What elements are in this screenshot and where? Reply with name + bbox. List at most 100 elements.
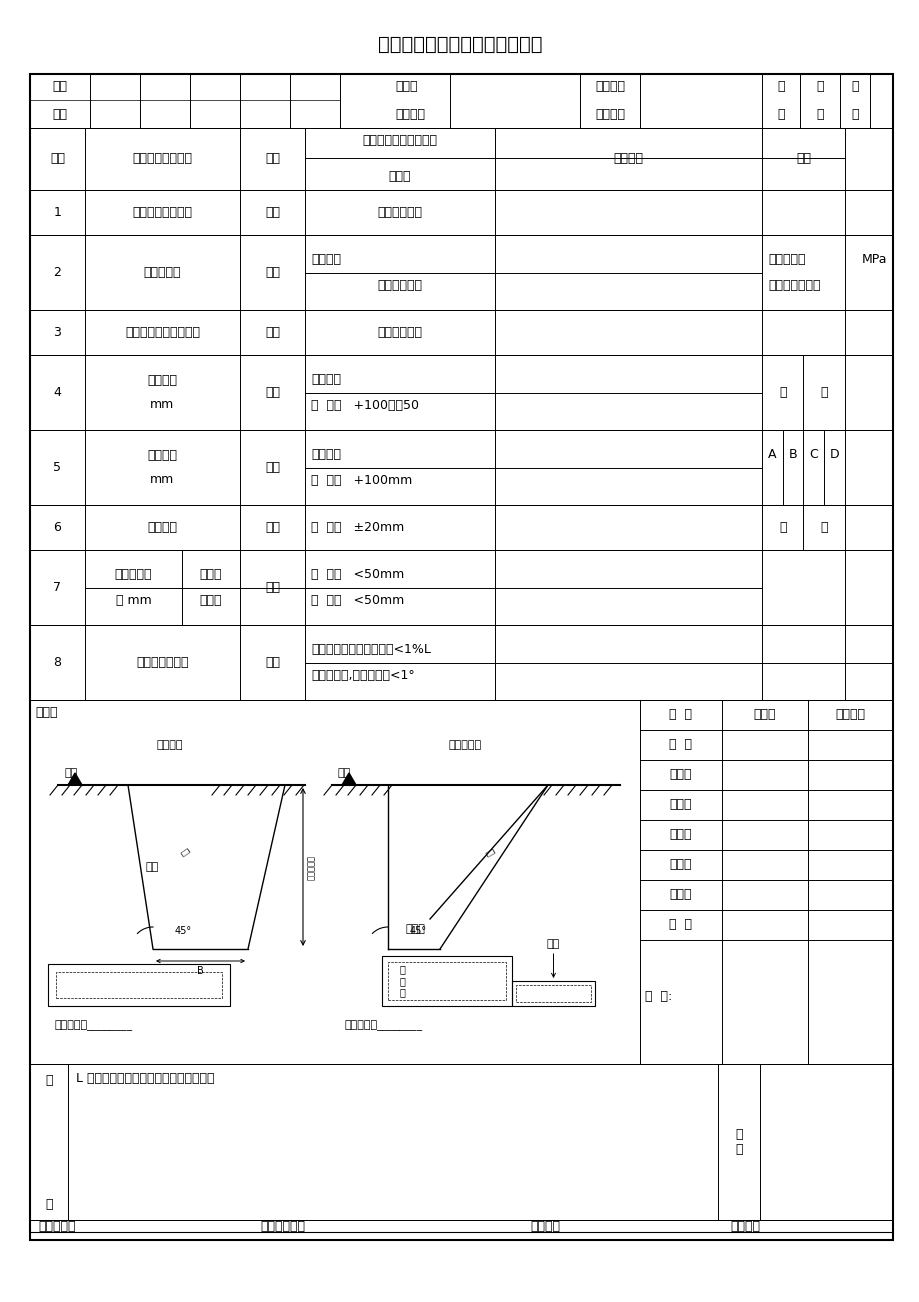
Text: 序号: 序号 bbox=[50, 152, 65, 165]
Text: 1: 1 bbox=[53, 206, 62, 219]
Text: 符合设计要求: 符合设计要求 bbox=[377, 326, 422, 339]
Text: 质检员：: 质检员： bbox=[529, 1220, 560, 1233]
Text: 4: 4 bbox=[53, 385, 62, 398]
Bar bbox=[30, 1064, 892, 1220]
Text: 施工日期: 施工日期 bbox=[595, 81, 624, 94]
Bar bbox=[381, 956, 512, 1006]
Text: 月: 月 bbox=[815, 108, 823, 121]
Text: 地面: 地面 bbox=[337, 768, 351, 779]
Text: 5: 5 bbox=[53, 461, 62, 474]
Text: 2: 2 bbox=[53, 266, 62, 279]
Text: 坚硬石: 坚硬石 bbox=[669, 888, 691, 901]
Text: 普  土: 普 土 bbox=[669, 738, 692, 751]
Text: 左: 左 bbox=[778, 521, 786, 534]
Polygon shape bbox=[342, 773, 356, 785]
Text: 杆坑壁斜率: 杆坑壁斜率 bbox=[307, 854, 315, 879]
Text: 简图：: 简图： bbox=[35, 706, 57, 719]
Bar bbox=[512, 980, 595, 1006]
Bar bbox=[30, 190, 892, 234]
Text: 质量标准（允许偏差）: 质量标准（允许偏差） bbox=[362, 134, 437, 147]
Text: 杆塔型: 杆塔型 bbox=[394, 81, 417, 94]
Text: mm: mm bbox=[150, 398, 175, 411]
Text: 误  差：   +100，－50: 误 差： +100，－50 bbox=[311, 398, 418, 411]
Text: 误  差：   <50mm: 误 差： <50mm bbox=[311, 594, 403, 607]
Text: L 为拉线盘中心至拉线挂点的水平距离。: L 为拉线盘中心至拉线挂点的水平距离。 bbox=[76, 1072, 214, 1085]
Text: 一般: 一般 bbox=[265, 656, 279, 669]
Bar bbox=[30, 505, 892, 549]
Bar bbox=[30, 430, 892, 505]
Text: 年: 年 bbox=[777, 81, 784, 94]
Text: D: D bbox=[829, 448, 838, 461]
Text: 日: 日 bbox=[850, 108, 857, 121]
Text: 日: 日 bbox=[850, 81, 857, 94]
Text: 杆坑数: 杆坑数 bbox=[753, 708, 776, 721]
Bar bbox=[30, 700, 892, 1064]
Text: 基础型式: 基础型式 bbox=[394, 108, 425, 121]
Text: C: C bbox=[809, 448, 817, 461]
Text: 拉线坑数: 拉线坑数 bbox=[834, 708, 865, 721]
Text: 横线路: 横线路 bbox=[199, 594, 222, 607]
Text: 关键: 关键 bbox=[265, 266, 279, 279]
Text: 卡盘高差: 卡盘高差 bbox=[147, 521, 177, 534]
Text: 混凝土电杆基坑检查及评级记录: 混凝土电杆基坑检查及评级记录 bbox=[378, 34, 541, 53]
Bar bbox=[30, 310, 892, 355]
Text: 拉
线
坑: 拉 线 坑 bbox=[399, 965, 404, 997]
Text: 设计值：: 设计值： bbox=[311, 372, 341, 385]
Text: 现场监理：: 现场监理： bbox=[38, 1220, 75, 1233]
Text: 性质: 性质 bbox=[265, 152, 279, 165]
Text: 地面: 地面 bbox=[65, 768, 78, 779]
Text: 评定: 评定 bbox=[795, 152, 811, 165]
Text: 拉线坑示意: 拉线坑示意 bbox=[448, 740, 481, 750]
Text: MPa: MPa bbox=[861, 253, 887, 266]
Text: 底盘埋深: 底盘埋深 bbox=[147, 374, 177, 387]
Text: 合  计: 合 计 bbox=[669, 918, 692, 931]
Text: 右: 右 bbox=[820, 521, 827, 534]
Text: 检查人：: 检查人： bbox=[729, 1220, 759, 1233]
Text: B: B bbox=[197, 966, 204, 976]
Text: 砂砾层: 砂砾层 bbox=[669, 798, 691, 811]
Text: 风化石: 风化石 bbox=[669, 828, 691, 841]
Text: 左: 左 bbox=[778, 385, 786, 398]
Text: 桩号: 桩号 bbox=[52, 108, 67, 121]
Polygon shape bbox=[68, 773, 82, 785]
Text: 备: 备 bbox=[45, 1074, 52, 1086]
Text: B: B bbox=[788, 448, 797, 461]
Bar bbox=[56, 973, 221, 999]
Text: 关键: 关键 bbox=[265, 581, 279, 594]
Bar bbox=[30, 128, 892, 190]
Text: 拉线盘中心位移: 拉线盘中心位移 bbox=[136, 656, 188, 669]
Text: 误  差：   ±20mm: 误 差： ±20mm bbox=[311, 521, 403, 534]
Text: 设计值：: 设计值： bbox=[311, 448, 341, 461]
Text: 多: 多 bbox=[483, 848, 495, 857]
Bar bbox=[48, 963, 230, 1006]
Text: 误  差：   +100mm: 误 差： +100mm bbox=[311, 474, 412, 487]
Text: 符合设计要求: 符合设计要求 bbox=[377, 279, 422, 292]
Text: 土石方量：________: 土石方量：________ bbox=[345, 1021, 423, 1031]
Bar bbox=[388, 962, 505, 1000]
Bar bbox=[30, 74, 892, 1240]
Text: 基础中心位: 基础中心位 bbox=[115, 568, 152, 581]
Bar bbox=[516, 986, 590, 1003]
Text: 预制件规格、数量: 预制件规格、数量 bbox=[132, 206, 192, 219]
Text: 顺线路: 顺线路 bbox=[199, 568, 222, 581]
Text: 拉线坑: 拉线坑 bbox=[404, 924, 425, 934]
Text: 预制件强度: 预制件强度 bbox=[143, 266, 181, 279]
Bar bbox=[30, 234, 892, 310]
Text: 年: 年 bbox=[777, 108, 784, 121]
Text: 杆坑示意: 杆坑示意 bbox=[156, 740, 183, 750]
Text: 误  差：   <50mm: 误 差： <50mm bbox=[311, 568, 403, 581]
Text: 检查日期: 检查日期 bbox=[595, 108, 624, 121]
Text: 月: 月 bbox=[815, 81, 823, 94]
Bar bbox=[30, 355, 892, 430]
Text: 检查结果: 检查结果 bbox=[613, 152, 642, 165]
Text: 3: 3 bbox=[53, 326, 62, 339]
Text: 普坚石: 普坚石 bbox=[669, 858, 691, 871]
Text: 坚硬土: 坚硬土 bbox=[669, 768, 691, 781]
Text: 关键: 关键 bbox=[265, 326, 279, 339]
Text: 关键: 关键 bbox=[265, 385, 279, 398]
Bar bbox=[30, 549, 892, 625]
Text: 沿拉线方向,其前、后：<1°: 沿拉线方向,其前、后：<1° bbox=[311, 669, 414, 682]
Text: 多: 多 bbox=[179, 846, 190, 857]
Text: 45°: 45° bbox=[175, 926, 191, 936]
Bar bbox=[30, 1220, 892, 1240]
